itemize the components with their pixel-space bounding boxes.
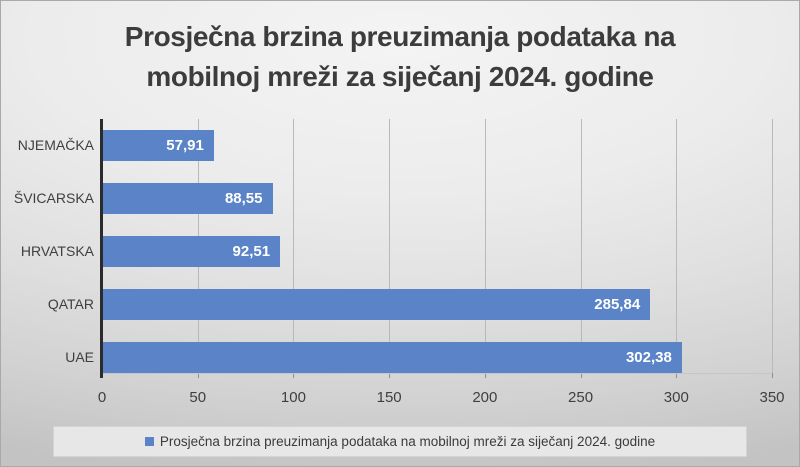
- x-axis-tick-label: 200: [472, 389, 498, 406]
- bar-uae: 302,38: [103, 342, 682, 373]
- bar-švicarska: 88,55: [103, 183, 273, 214]
- gridline-250: [580, 119, 582, 373]
- legend-marker-icon: [144, 437, 154, 446]
- bar-value-label: 57,91: [166, 137, 204, 154]
- x-axis-tick-label: 350: [759, 389, 785, 406]
- bar-qatar: 285,84: [103, 289, 651, 320]
- gridline-150: [389, 119, 391, 373]
- gridline-100: [293, 119, 295, 373]
- x-axis-tick-label: 50: [189, 389, 207, 406]
- category-label-uae: UAE: [65, 349, 94, 365]
- bar-value-label: 285,84: [594, 296, 641, 313]
- legend-label: Prosječna brzina preuzimanja podataka na…: [159, 434, 656, 449]
- tick-mark-50: [197, 373, 199, 378]
- x-axis-tick-label: 150: [376, 389, 402, 406]
- category-label-qatar: QATAR: [47, 296, 94, 312]
- bar-value-label: 92,51: [232, 243, 271, 260]
- plot-area: 57,91 88,55 92,51 285,84 302,38: [102, 119, 773, 378]
- tick-mark-150: [389, 373, 391, 378]
- category-axis-line: [100, 119, 103, 378]
- category-label-hrvatska: HRVATSKA: [20, 243, 94, 259]
- x-axis-tick-label: 250: [568, 389, 594, 406]
- legend: Prosječna brzina preuzimanja podataka na…: [53, 426, 747, 457]
- tick-mark-300: [676, 373, 678, 378]
- bar-value-label: 302,38: [625, 349, 672, 366]
- tick-mark-200: [484, 373, 486, 378]
- tick-mark-100: [293, 373, 295, 378]
- value-axis-line: [102, 373, 772, 374]
- x-axis-tick-label: 0: [97, 389, 107, 406]
- tick-mark-250: [580, 373, 582, 378]
- x-axis-tick-label: 300: [663, 389, 689, 406]
- bar-njemačka: 57,91: [103, 130, 214, 161]
- bar-value-label: 88,55: [224, 190, 263, 207]
- chart-title: Prosječna brzina preuzimanja podataka na…: [124, 21, 676, 92]
- gridline-350: [772, 119, 773, 373]
- x-axis-tick-label: 100: [280, 389, 306, 406]
- category-label-švicarska: ŠVICARSKA: [13, 190, 94, 206]
- gridline-300: [676, 119, 678, 373]
- category-label-njemačka: NJEMAČKA: [17, 137, 94, 153]
- tick-mark-350: [772, 373, 773, 378]
- gridline-200: [484, 119, 486, 373]
- bar-hrvatska: 92,51: [103, 236, 281, 267]
